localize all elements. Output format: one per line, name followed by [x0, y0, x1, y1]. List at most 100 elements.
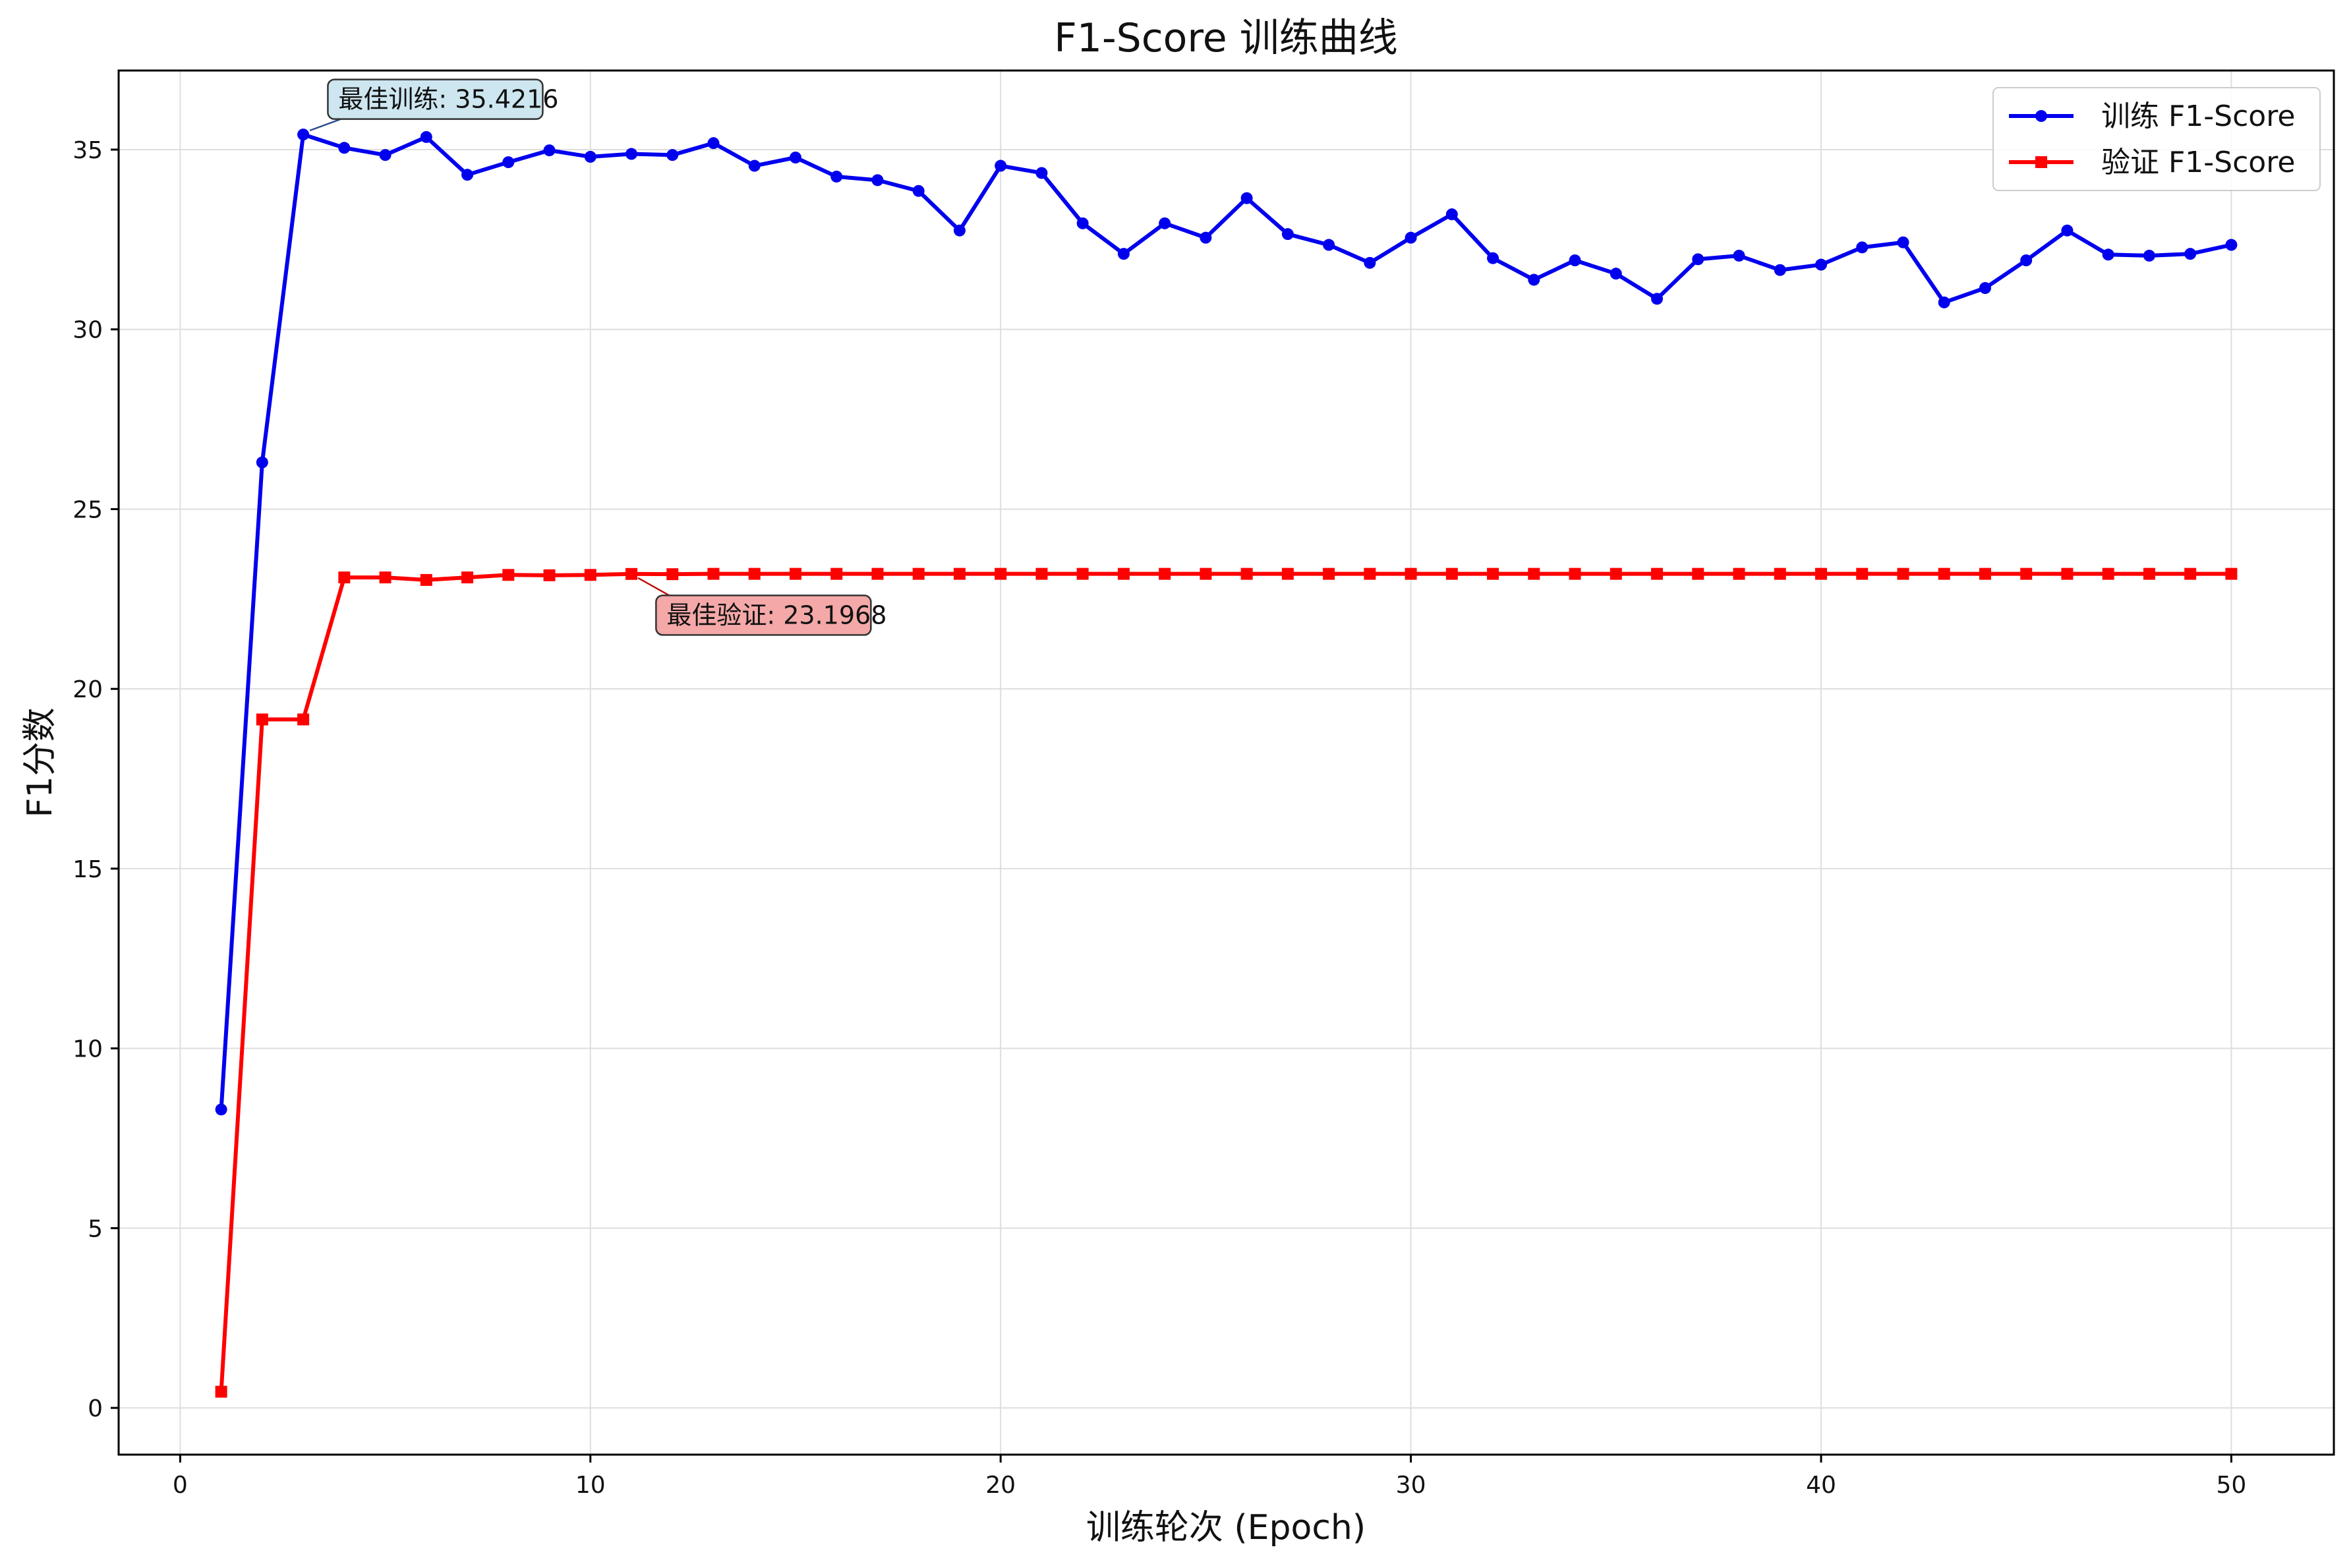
y-tick-label: 30: [73, 317, 103, 344]
data-point-train: [1733, 249, 1745, 262]
data-point-train: [2020, 254, 2033, 266]
data-point-train: [584, 150, 596, 163]
data-point-train: [912, 185, 925, 197]
data-point-train: [707, 137, 720, 150]
data-point-val: [2143, 567, 2155, 580]
data-point-train: [420, 131, 432, 143]
axis-ticks: 0 10 20 30 40 50 0 5 10 15 20 25 30 35: [73, 137, 2246, 1499]
data-point-val: [1364, 567, 1376, 580]
annotation-layer: 最佳训练: 35.4216 最佳验证: 23.1968: [309, 78, 886, 636]
data-point-val: [830, 567, 843, 580]
data-point-train: [1856, 241, 1869, 254]
data-point-val: [789, 567, 801, 580]
data-point-val: [461, 571, 474, 584]
data-point-val: [666, 568, 679, 581]
chart-title: F1-Score 训练曲线: [1054, 15, 1397, 61]
data-point-val: [1569, 567, 1581, 580]
data-point-train: [1159, 217, 1171, 229]
x-tick-label: 10: [575, 1472, 606, 1499]
grid-lines: [119, 71, 2334, 1455]
annotation-text-best-val: 最佳验证: 23.1968: [666, 600, 886, 629]
data-point-val: [2020, 567, 2033, 580]
data-point-train: [1281, 228, 1294, 241]
data-point-train: [297, 129, 310, 141]
y-tick-label: 5: [88, 1215, 103, 1242]
data-point-val: [1159, 567, 1171, 580]
data-point-val: [953, 567, 966, 580]
data-point-val: [625, 567, 638, 580]
annotation-arrow-best-val: [637, 577, 670, 596]
data-point-val: [1405, 567, 1417, 580]
y-axis-label: F1分数: [20, 708, 60, 818]
y-tick-label: 25: [73, 496, 103, 523]
data-point-val: [1733, 567, 1745, 580]
data-point-train: [338, 142, 351, 154]
data-point-val: [2225, 567, 2238, 580]
data-point-train: [256, 456, 268, 469]
data-point-val: [871, 567, 884, 580]
data-point-val: [2184, 567, 2197, 580]
data-point-val: [584, 569, 596, 581]
data-point-val: [1281, 567, 1294, 580]
y-tick-label: 35: [73, 137, 103, 164]
legend: 训练 F1-Score 验证 F1-Score: [1992, 87, 2321, 191]
data-point-train: [625, 148, 638, 160]
x-tick-label: 40: [1806, 1472, 1836, 1499]
data-point-val: [1610, 567, 1622, 580]
data-point-val: [543, 569, 556, 581]
x-tick-label: 50: [2216, 1472, 2246, 1499]
data-point-val: [1814, 567, 1827, 580]
data-point-train: [1035, 167, 1048, 179]
data-point-val: [1528, 567, 1540, 580]
data-point-val: [1897, 567, 1909, 580]
data-point-val: [1651, 567, 1664, 580]
data-point-train: [953, 224, 966, 237]
data-point-train: [1240, 192, 1253, 204]
data-point-val: [297, 713, 310, 726]
y-tick-label: 20: [73, 676, 103, 703]
series-layer: [215, 129, 2238, 1398]
data-point-train: [1528, 274, 1540, 286]
series-line-val: [219, 571, 2232, 1392]
series-line-train: [219, 132, 2232, 1110]
data-point-train: [1610, 268, 1622, 280]
legend-label-val: 验证 F1-Score: [2101, 146, 2295, 179]
data-point-train: [1487, 252, 1499, 264]
data-point-train: [1569, 254, 1581, 266]
data-point-train: [871, 174, 884, 187]
data-point-train: [2225, 239, 2238, 251]
data-point-val: [338, 571, 351, 584]
x-tick-label: 20: [985, 1472, 1016, 1499]
legend-marker-val: [2035, 156, 2047, 168]
data-point-train: [461, 169, 474, 181]
data-point-val: [502, 569, 515, 581]
data-point-train: [1692, 253, 1704, 266]
data-point-train: [502, 156, 515, 169]
data-point-train: [2184, 248, 2197, 260]
data-point-val: [2061, 567, 2074, 580]
data-point-train: [2061, 224, 2074, 237]
data-point-val: [1938, 567, 1950, 580]
data-point-train: [1774, 264, 1786, 276]
data-point-val: [912, 567, 925, 580]
x-axis-label: 训练轮次 (Epoch): [1086, 1508, 1366, 1548]
data-point-train: [1405, 231, 1417, 244]
legend-box: [1992, 87, 2321, 191]
data-point-val: [1856, 567, 1869, 580]
x-tick-label: 0: [173, 1472, 188, 1499]
data-point-val: [379, 571, 392, 584]
data-point-train: [666, 149, 679, 161]
data-point-train: [2143, 249, 2155, 262]
data-point-val: [1979, 567, 1991, 580]
plot-frame: [117, 69, 2335, 1456]
data-point-val: [1323, 567, 1335, 580]
data-point-train: [1076, 217, 1089, 229]
data-point-val: [1117, 567, 1130, 580]
data-point-val: [1487, 567, 1499, 580]
data-point-val: [256, 713, 268, 726]
data-point-train: [1364, 256, 1376, 269]
data-point-train: [2102, 248, 2114, 261]
legend-label-train: 训练 F1-Score: [2101, 100, 2295, 133]
data-point-val: [1774, 567, 1786, 580]
